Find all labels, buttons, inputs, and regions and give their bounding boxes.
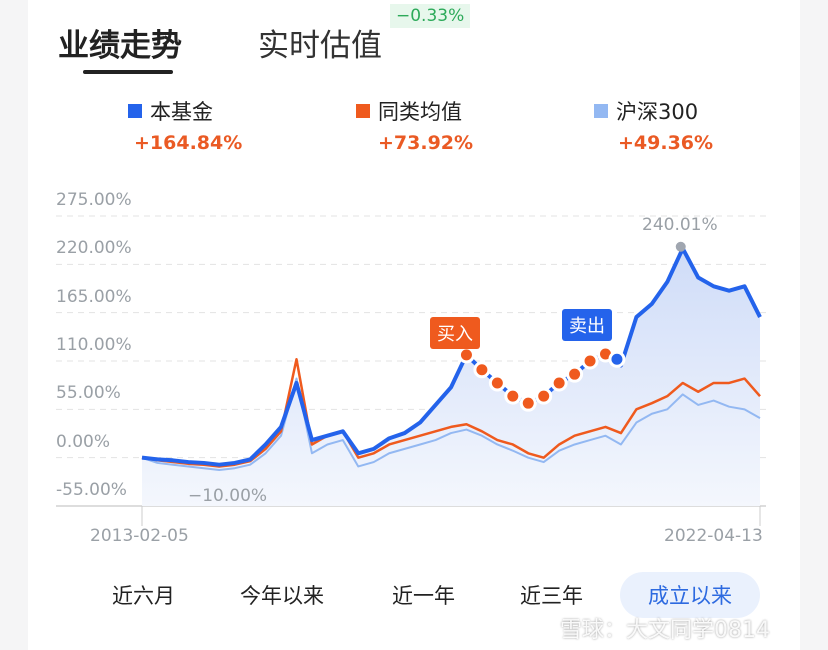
- y-tick-label: 110.00%: [56, 335, 132, 355]
- legend-label: 本基金: [150, 100, 213, 124]
- x-tick-end: 2022-04-13: [664, 526, 763, 546]
- holding-dot: [535, 387, 553, 405]
- estimate-badge: −0.33%: [390, 4, 471, 28]
- sell-dot: [608, 350, 626, 368]
- holding-dot: [519, 394, 537, 412]
- legend-swatch: [594, 104, 608, 118]
- range-3y[interactable]: 近三年: [520, 584, 583, 608]
- sell-marker[interactable]: 卖出: [562, 309, 612, 341]
- y-tick-label: 165.00%: [56, 286, 132, 307]
- range-since-inception[interactable]: 成立以来: [620, 572, 760, 618]
- series-line-2: [141, 377, 761, 471]
- fund-area: [142, 248, 760, 507]
- y-tick-label: 275.00%: [56, 190, 132, 210]
- min-label: −10.00%: [188, 486, 268, 506]
- series-line-0: [141, 246, 762, 467]
- holding-dot: [504, 387, 522, 405]
- legend-peer[interactable]: 同类均值: [356, 96, 462, 126]
- holding-dot: [488, 374, 506, 392]
- watermark: 雪球：大文同学0814: [560, 618, 770, 643]
- y-tick-label: -55.00%: [56, 480, 127, 500]
- range-6m[interactable]: 近六月: [112, 584, 175, 608]
- holding-dot: [473, 361, 491, 379]
- legend-label: 沪深300: [616, 100, 699, 124]
- legend-hs300[interactable]: 沪深300: [594, 96, 698, 126]
- holding-dot: [550, 374, 568, 392]
- holding-dot: [566, 365, 584, 383]
- legend-fund[interactable]: 本基金: [128, 96, 213, 126]
- buy-marker[interactable]: 买入: [430, 317, 480, 349]
- legend-swatch: [356, 104, 370, 118]
- holding-dot: [581, 352, 599, 370]
- hs300-return: +49.36%: [618, 132, 714, 154]
- max-label: 240.01%: [642, 215, 718, 235]
- tab-realtime-estimate[interactable]: 实时估值: [258, 28, 382, 64]
- legend-swatch: [128, 104, 142, 118]
- range-ytd[interactable]: 今年以来: [240, 584, 324, 608]
- x-tick-start: 2013-02-05: [90, 526, 189, 546]
- y-tick-label: 0.00%: [56, 431, 111, 452]
- active-tab-indicator: [83, 70, 173, 74]
- y-tick-label: 220.00%: [56, 238, 132, 259]
- range-1y[interactable]: 近一年: [392, 584, 455, 608]
- y-tick-label: 55.00%: [56, 383, 121, 404]
- fund-return: +164.84%: [134, 132, 243, 154]
- peer-return: +73.92%: [378, 132, 474, 154]
- holding-dot: [457, 346, 475, 364]
- legend-label: 同类均值: [378, 100, 462, 124]
- max-point: [675, 241, 686, 252]
- tab-performance[interactable]: 业绩走势: [58, 28, 182, 64]
